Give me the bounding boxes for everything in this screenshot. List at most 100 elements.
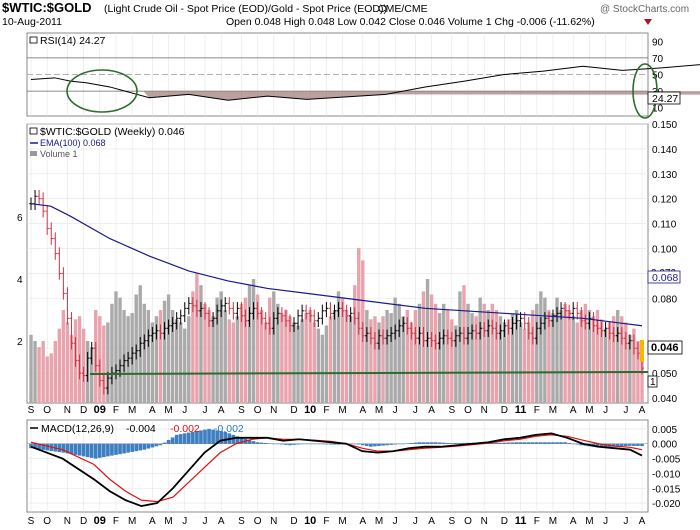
price-bar bbox=[454, 329, 458, 347]
price-bar bbox=[389, 327, 393, 342]
price-bar bbox=[243, 309, 248, 328]
x-tick-label: S bbox=[448, 405, 455, 416]
macd-histogram-bar bbox=[110, 443, 114, 456]
price-last-label: 0.046 bbox=[651, 342, 679, 354]
macd-legend-value: -0.004 bbox=[126, 423, 156, 435]
price-bar bbox=[308, 307, 312, 323]
volume-bar bbox=[37, 347, 41, 403]
x-tick-label: O bbox=[254, 516, 262, 527]
price-bar bbox=[61, 267, 66, 300]
price-bar bbox=[587, 312, 592, 330]
macd-histogram-bar bbox=[162, 442, 167, 444]
price-bar bbox=[340, 302, 345, 318]
macd-histogram-bar bbox=[441, 442, 446, 444]
macd-histogram-bar bbox=[292, 443, 296, 445]
price-bar bbox=[563, 302, 567, 318]
price-bar bbox=[146, 329, 151, 347]
macd-histogram-bar bbox=[170, 437, 175, 444]
volume-bar bbox=[547, 310, 551, 403]
volume-bar bbox=[243, 297, 248, 403]
volume-bar bbox=[478, 297, 482, 403]
macd-histogram-bar bbox=[365, 443, 369, 446]
x-tick-label: J bbox=[623, 405, 628, 416]
volume-bar bbox=[142, 303, 146, 403]
volume-bar bbox=[587, 310, 592, 403]
price-bar bbox=[397, 319, 402, 337]
macd-histogram-bar bbox=[397, 443, 402, 445]
macd-histogram-bar bbox=[276, 443, 280, 445]
macd-tick-label: -0.020 bbox=[652, 499, 681, 510]
price-bar bbox=[247, 307, 252, 328]
x-tick-label: S bbox=[238, 516, 245, 527]
volume-bar bbox=[397, 303, 401, 403]
macd-histogram-bar bbox=[454, 443, 458, 444]
price-bar bbox=[231, 302, 236, 320]
macd-histogram-bar bbox=[89, 443, 94, 458]
rsi-plot bbox=[27, 57, 700, 101]
x-tick-label: F bbox=[534, 516, 540, 527]
volume-bar bbox=[551, 313, 555, 403]
macd-histogram-bar bbox=[271, 443, 276, 445]
price-bar bbox=[599, 322, 604, 337]
volume-bar bbox=[49, 353, 53, 403]
x-tick-label: 11 bbox=[515, 404, 527, 416]
volume-bar bbox=[466, 303, 470, 403]
price-bar bbox=[332, 304, 337, 320]
macd-histogram-bar bbox=[389, 443, 393, 445]
x-tick-label: M bbox=[549, 405, 557, 416]
x-tick-label: J bbox=[393, 516, 398, 527]
price-bar bbox=[288, 314, 292, 333]
volume-bar bbox=[405, 310, 410, 403]
macd-tick-label: -0.010 bbox=[652, 469, 681, 480]
price-bar bbox=[320, 304, 325, 325]
volume-bar bbox=[393, 297, 397, 403]
volume-bar bbox=[373, 316, 377, 403]
price-bar bbox=[417, 327, 422, 345]
x-tick-label: M bbox=[128, 405, 136, 416]
x-tick-label: J bbox=[182, 516, 187, 527]
x-tick-label: J bbox=[603, 516, 608, 527]
macd-histogram-bar bbox=[134, 443, 139, 452]
price-bar bbox=[628, 334, 632, 350]
macd-histogram-bar bbox=[259, 442, 264, 444]
price-bar bbox=[344, 304, 349, 323]
macd-histogram-bar bbox=[73, 443, 78, 455]
volume-bar bbox=[69, 334, 74, 403]
macd-histogram-bar bbox=[530, 442, 535, 444]
x-tick-label: 11 bbox=[515, 515, 527, 527]
price-plot bbox=[29, 190, 644, 395]
price-bar bbox=[102, 374, 106, 395]
price-bar bbox=[178, 309, 183, 325]
macd-histogram-bar bbox=[332, 443, 337, 445]
macd-histogram-bar bbox=[611, 443, 616, 447]
x-tick-label: F bbox=[113, 405, 119, 416]
volume-bar bbox=[603, 328, 608, 403]
macd-histogram-bar bbox=[142, 443, 147, 450]
x-tick-label: A bbox=[218, 405, 225, 416]
macd-histogram-bar bbox=[526, 442, 531, 444]
price-bar bbox=[506, 319, 511, 335]
macd-histogram-bar bbox=[191, 431, 195, 444]
price-bar bbox=[514, 314, 519, 330]
volume-bar bbox=[458, 291, 462, 403]
volume-bar bbox=[280, 313, 284, 403]
volume-bar bbox=[611, 316, 616, 403]
x-tick-label: J bbox=[202, 405, 207, 416]
x-tick-label: J bbox=[202, 516, 207, 527]
macd-histogram-bar bbox=[619, 443, 624, 447]
macd-histogram-bar bbox=[336, 443, 341, 445]
x-tick-label: 10 bbox=[304, 515, 316, 527]
volume-bar bbox=[494, 310, 499, 403]
price-bar bbox=[263, 312, 268, 330]
price-bar bbox=[251, 302, 256, 320]
volume-bar bbox=[61, 310, 66, 403]
price-bar bbox=[267, 317, 272, 335]
volume-bar bbox=[490, 303, 494, 403]
volume-bar bbox=[312, 322, 316, 403]
volume-bar bbox=[81, 328, 86, 403]
volume-bar bbox=[555, 297, 559, 403]
macd-histogram-bar bbox=[85, 443, 90, 458]
price-bar bbox=[328, 302, 333, 320]
macd-histogram-bar bbox=[615, 443, 620, 447]
macd-histogram-bar bbox=[579, 443, 584, 446]
